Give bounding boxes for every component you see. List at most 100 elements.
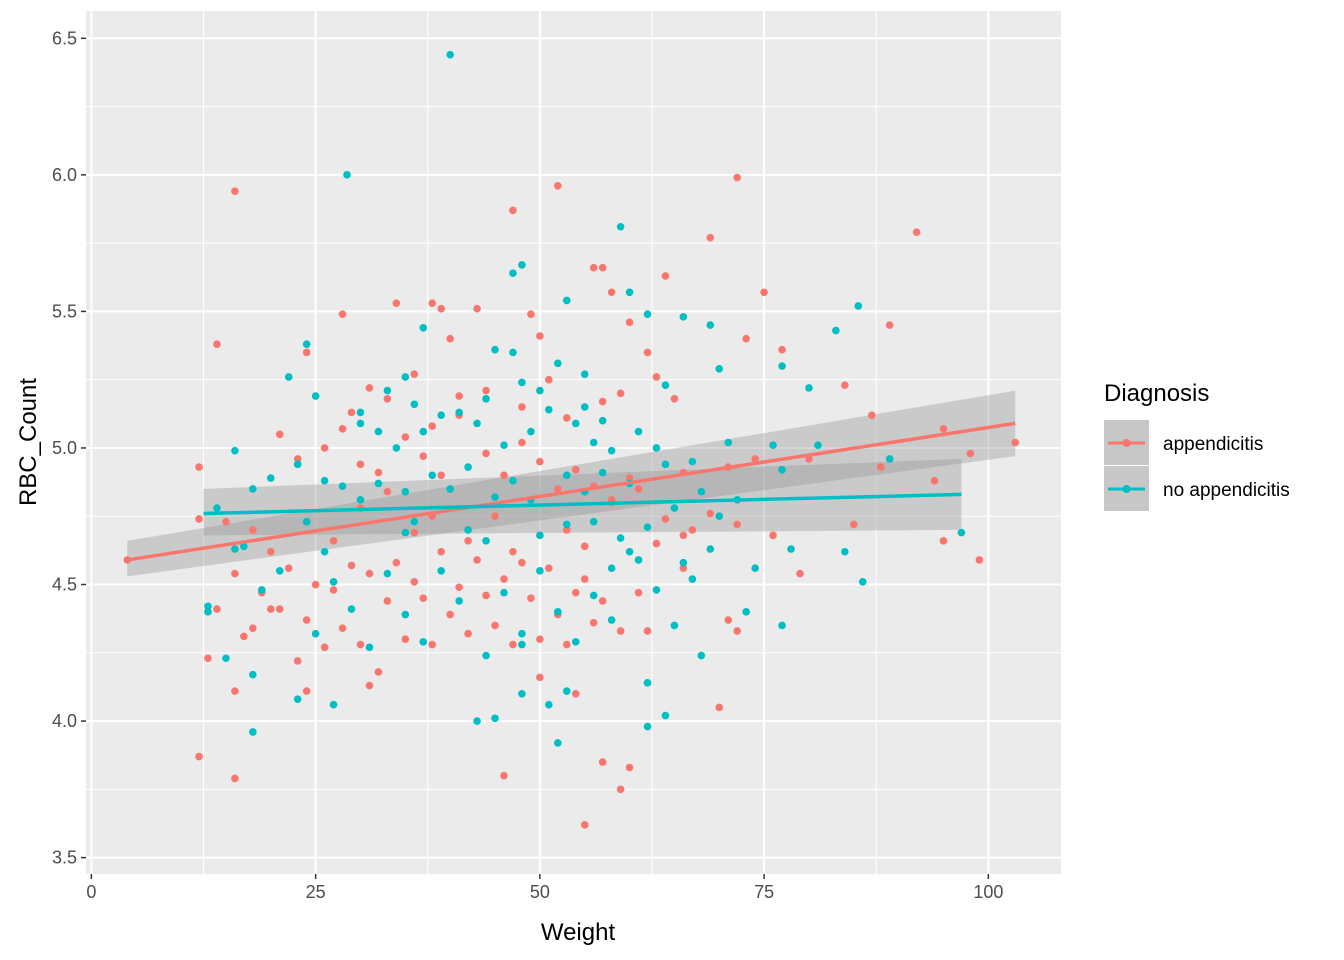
point-appendicitis — [222, 517, 230, 526]
x-tick-label: 25 — [306, 882, 326, 902]
point-no-appendicitis — [338, 482, 347, 490]
point-appendicitis — [975, 556, 984, 564]
point-appendicitis — [571, 466, 580, 474]
point-appendicitis — [562, 640, 571, 649]
point-no-appendicitis — [347, 605, 356, 613]
point-no-appendicitis — [625, 547, 634, 556]
point-no-appendicitis — [401, 373, 410, 381]
point-no-appendicitis — [329, 700, 338, 709]
point-no-appendicitis — [536, 386, 544, 395]
point-appendicitis — [536, 635, 544, 643]
point-appendicitis — [850, 520, 858, 529]
point-no-appendicitis — [464, 526, 472, 534]
legend-item-appendicitis: appendicitis — [1104, 420, 1263, 465]
point-appendicitis — [437, 547, 445, 556]
point-no-appendicitis — [437, 411, 445, 419]
point-no-appendicitis — [643, 310, 652, 318]
point-no-appendicitis — [392, 444, 401, 452]
point-appendicitis — [616, 785, 625, 794]
point-no-appendicitis — [545, 700, 553, 709]
x-tick-label: 0 — [86, 882, 96, 902]
point-no-appendicitis — [679, 558, 688, 567]
point-appendicitis — [401, 635, 410, 643]
point-no-appendicitis — [446, 50, 454, 59]
point-appendicitis — [428, 422, 437, 430]
point-no-appendicitis — [554, 739, 562, 747]
point-no-appendicitis — [778, 621, 786, 630]
point-no-appendicitis — [607, 616, 616, 624]
point-appendicitis — [769, 531, 777, 540]
point-no-appendicitis — [401, 528, 410, 537]
point-appendicitis — [383, 597, 392, 605]
point-no-appendicitis — [854, 302, 863, 310]
point-no-appendicitis — [751, 564, 759, 572]
point-no-appendicitis — [616, 534, 625, 542]
point-appendicitis — [473, 304, 481, 313]
point-appendicitis — [625, 763, 634, 772]
point-appendicitis — [482, 449, 490, 458]
point-appendicitis — [500, 471, 508, 480]
point-no-appendicitis — [213, 504, 221, 512]
point-no-appendicitis — [482, 537, 490, 545]
point-no-appendicitis — [841, 547, 849, 556]
point-no-appendicitis — [661, 381, 670, 389]
point-no-appendicitis — [589, 517, 598, 526]
point-no-appendicitis — [419, 638, 428, 646]
point-appendicitis — [778, 345, 786, 354]
legend-label-no-appendicitis: no appendicitis — [1163, 480, 1290, 501]
confidence-ribbons — [127, 390, 1016, 577]
point-appendicitis — [536, 457, 544, 466]
point-appendicitis — [392, 299, 401, 308]
point-no-appendicitis — [661, 711, 670, 720]
y-tick-label: 5.5 — [52, 301, 77, 321]
point-appendicitis — [715, 703, 724, 712]
x-axis-title: Weight — [541, 919, 616, 946]
point-appendicitis — [365, 569, 374, 578]
point-appendicitis — [311, 580, 320, 589]
legend-label-appendicitis: appendicitis — [1163, 434, 1263, 455]
point-no-appendicitis — [742, 608, 750, 616]
point-no-appendicitis — [536, 531, 544, 540]
point-no-appendicitis — [634, 556, 643, 564]
y-tick-label: 3.5 — [52, 848, 77, 868]
point-appendicitis — [751, 455, 759, 463]
point-appendicitis — [724, 616, 733, 624]
point-appendicitis — [545, 375, 553, 384]
point-appendicitis — [500, 771, 508, 780]
point-appendicitis — [329, 537, 338, 545]
point-appendicitis — [195, 515, 203, 523]
point-no-appendicitis — [634, 427, 643, 436]
point-appendicitis — [643, 348, 652, 357]
point-appendicitis — [329, 586, 338, 594]
y-tick-label: 5.0 — [52, 438, 77, 458]
point-appendicitis — [204, 654, 212, 663]
point-appendicitis — [446, 334, 454, 343]
point-appendicitis — [455, 583, 463, 592]
point-no-appendicitis — [589, 438, 598, 447]
point-no-appendicitis — [697, 487, 706, 496]
point-no-appendicitis — [482, 395, 490, 403]
point-appendicitis — [231, 569, 239, 578]
y-tick-label: 6.5 — [52, 28, 77, 48]
point-no-appendicitis — [769, 441, 777, 450]
point-appendicitis — [302, 348, 311, 357]
point-no-appendicitis — [509, 269, 517, 277]
point-appendicitis — [347, 561, 356, 570]
point-appendicitis — [760, 288, 768, 297]
point-appendicitis — [518, 438, 526, 447]
point-appendicitis — [410, 528, 419, 537]
point-no-appendicitis — [428, 471, 437, 480]
point-no-appendicitis — [787, 545, 795, 553]
point-appendicitis — [625, 318, 634, 327]
minor-gridlines — [86, 11, 1061, 874]
point-appendicitis — [491, 621, 499, 630]
point-appendicitis — [249, 526, 257, 534]
point-appendicitis — [383, 395, 392, 403]
point-appendicitis — [419, 452, 428, 460]
legend-dot-no-appendicitis — [1122, 485, 1131, 493]
point-appendicitis — [554, 181, 562, 190]
point-appendicitis — [284, 564, 293, 572]
point-no-appendicitis — [302, 517, 311, 526]
point-appendicitis — [867, 411, 876, 419]
